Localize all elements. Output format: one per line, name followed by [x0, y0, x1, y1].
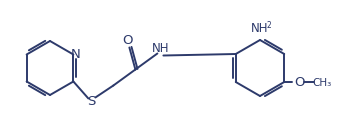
Text: NH: NH — [251, 21, 269, 35]
Text: O: O — [122, 34, 133, 47]
Text: NH: NH — [152, 42, 169, 55]
Text: CH₃: CH₃ — [313, 78, 332, 88]
Text: N: N — [71, 48, 80, 61]
Text: S: S — [87, 95, 96, 108]
Text: O: O — [294, 75, 305, 89]
Text: 2: 2 — [267, 21, 271, 30]
